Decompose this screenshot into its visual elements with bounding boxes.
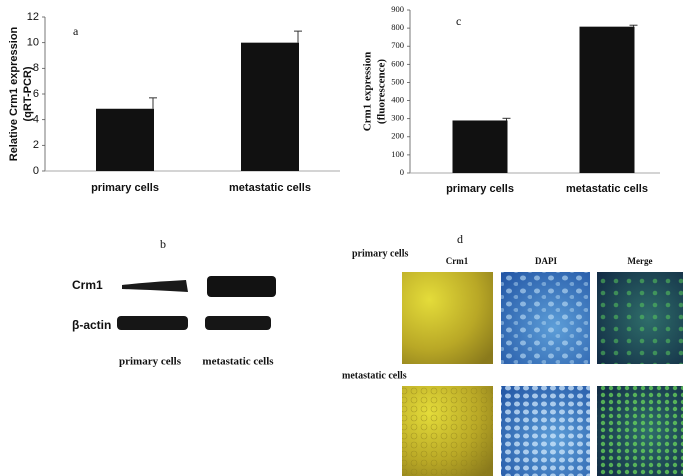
blot-band [205,316,271,330]
y-tick-label: 10 [27,37,39,49]
y-tick-label: 500 [391,76,404,86]
y-tick-label: 800 [391,22,404,32]
micrograph-cells [501,272,590,364]
y-tick-label: 300 [391,113,404,123]
panel-label: c [456,14,461,28]
bar [96,108,154,171]
blot-column-label: primary cells [119,356,182,368]
y-tick-label: 8 [33,62,39,74]
y-tick-label: 900 [391,4,404,14]
y-tick-label: 0 [33,165,39,177]
y-axis-label: (fluorescence) [376,59,388,124]
panel-label: d [457,232,463,246]
blot-row-label: Crm1 [72,278,103,292]
column-label: DAPI [535,256,557,266]
micrograph-cells [402,386,493,476]
bar [241,42,299,171]
y-tick-label: 100 [391,149,404,159]
panel-label: a [73,24,79,38]
panel-label: b [160,237,166,251]
y-tick-label: 200 [391,131,404,141]
x-tick-label: primary cells [91,182,159,194]
micrograph-cells [597,272,683,364]
y-tick-label: 0 [400,167,404,177]
y-tick-label: 6 [33,88,39,100]
y-tick-label: 700 [391,40,404,50]
micrograph-cells [597,386,683,476]
blot-band [117,316,188,330]
blot-panel: b Crm1 β-actin primary cells metastatic … [72,237,276,368]
micrograph [402,272,493,364]
y-axis-label: Crm1 expression [362,52,374,132]
row-label: metastatic cells [342,370,407,381]
y-tick-label: 600 [391,58,404,68]
imaging-panel: d primary cells metastatic cells Crm1 DA… [342,232,683,476]
row-label: primary cells [352,248,408,259]
blot-band [122,280,188,292]
column-label: Merge [628,256,653,266]
bar [579,26,635,174]
column-label: Crm1 [446,256,469,266]
y-tick-label: 2 [33,139,39,151]
y-axis-label: (qRT-PCR) [22,66,34,121]
y-axis-label: Relative Crm1 expression [8,26,20,161]
blot-band [207,276,276,297]
x-tick-label: metastatic cells [229,182,311,194]
x-tick-label: primary cells [446,183,514,195]
x-tick-label: metastatic cells [566,183,648,195]
y-tick-label: 12 [27,11,39,23]
y-tick-label: 400 [391,95,404,105]
y-tick-label: 4 [33,114,39,126]
bar [452,120,508,173]
micrograph-cells [501,386,590,476]
blot-row-label: β-actin [72,318,111,332]
blot-column-label: metastatic cells [202,356,274,368]
